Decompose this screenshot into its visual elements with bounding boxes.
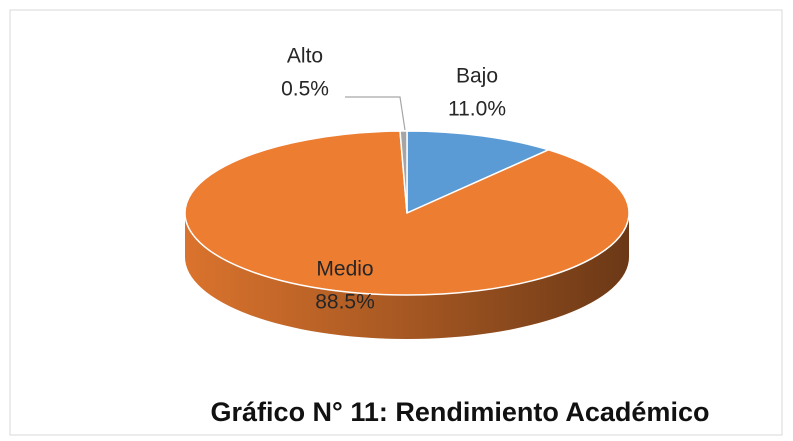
slice-side-shade — [185, 213, 629, 339]
pie — [184, 130, 630, 339]
chart-title: Gráfico N° 11: Rendimiento Académico — [211, 397, 710, 427]
data-label-value: 88.5% — [315, 291, 375, 314]
data-label-value: 0.5% — [281, 78, 329, 101]
data-label-value: 11.0% — [448, 98, 506, 121]
data-label-name: Medio — [316, 258, 373, 281]
slice — [406, 130, 550, 214]
slice — [399, 130, 408, 214]
leader-line — [345, 96, 406, 131]
data-label-name: Bajo — [456, 65, 498, 88]
data-label-name: Alto — [287, 45, 323, 68]
